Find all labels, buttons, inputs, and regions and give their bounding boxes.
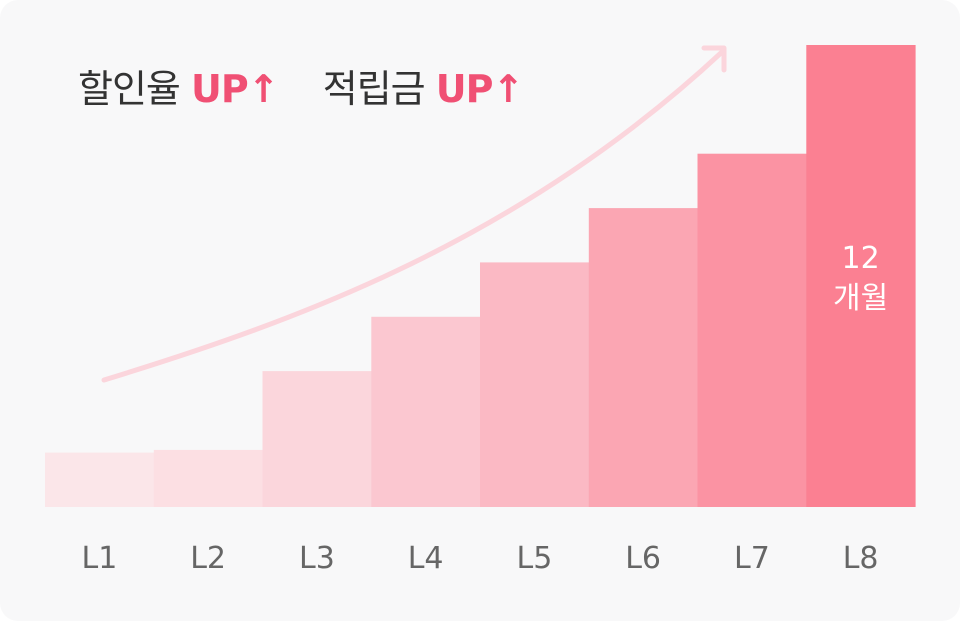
x-tick-label: L6 xyxy=(625,541,661,576)
trend-arrow xyxy=(101,49,725,383)
bar-annotation: 12 xyxy=(842,241,880,276)
x-tick-label: L1 xyxy=(81,541,117,576)
bar-l4 xyxy=(371,316,481,507)
bar-l5 xyxy=(480,262,590,507)
x-tick-label: L3 xyxy=(299,541,335,576)
x-tick-label: L4 xyxy=(408,541,444,576)
x-tick-label: L5 xyxy=(516,541,552,576)
headline-up-1: UP xyxy=(190,67,249,111)
bar-l7 xyxy=(697,153,807,507)
up-arrow-icon: ↑ xyxy=(492,67,524,111)
trend-arrowhead xyxy=(701,45,727,73)
headline-up-2: UP xyxy=(435,67,494,111)
x-tick-label: L2 xyxy=(190,541,226,576)
x-tick-label: L8 xyxy=(843,541,879,576)
bar-l2 xyxy=(153,449,264,507)
up-arrow-icon: ↑ xyxy=(247,67,280,111)
headline-text-discount: 할인율 xyxy=(78,67,181,111)
bar-l8 xyxy=(806,45,916,507)
bar-l6 xyxy=(588,208,699,507)
x-tick-label: L7 xyxy=(734,541,770,576)
headline: 할인율 UP↑ 적립금 UP↑ xyxy=(78,67,524,111)
bar-annotation: 개월 xyxy=(833,281,888,316)
bar-l3 xyxy=(262,371,372,507)
bar-l1 xyxy=(45,452,155,507)
headline-text-reward: 적립금 xyxy=(322,67,426,111)
